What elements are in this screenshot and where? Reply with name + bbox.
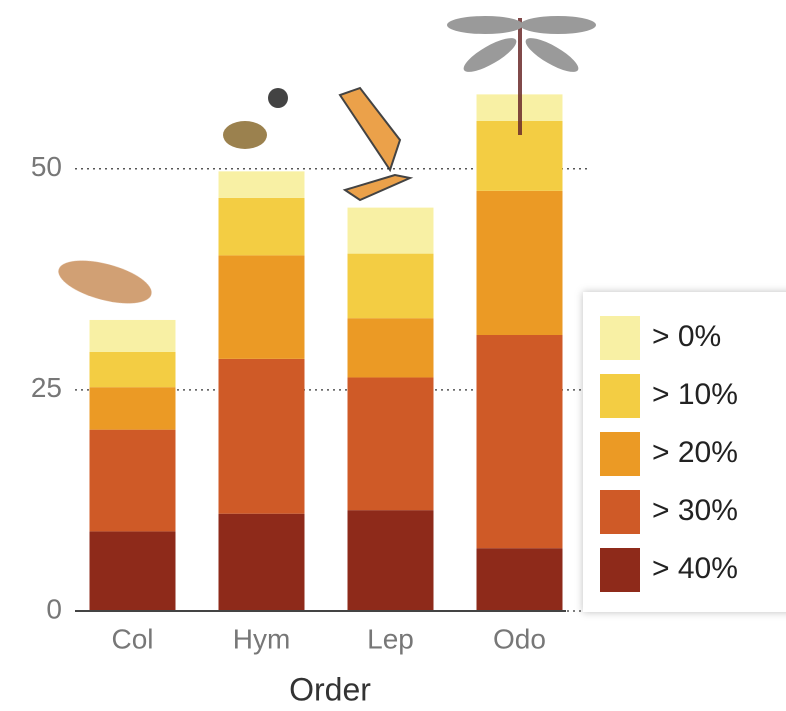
bar-segment <box>476 335 563 549</box>
bar-segment <box>218 513 305 611</box>
bar-segment <box>347 318 434 378</box>
bar-segment <box>218 171 305 198</box>
bar-segment <box>476 190 563 335</box>
y-tick-label: 25 <box>31 372 62 403</box>
bar-segment <box>218 255 305 359</box>
bar-segment <box>476 548 563 611</box>
y-tick-label: 50 <box>31 151 62 182</box>
bar-segment <box>347 510 434 611</box>
legend-label: > 0% <box>652 320 721 353</box>
legend: > 40% > 30% > 20% > 10% > 0% <box>600 316 738 592</box>
legend-swatch <box>600 374 640 418</box>
legend-label: > 40% <box>652 552 738 585</box>
x-tick-label: Hym <box>233 623 291 654</box>
bar-segment <box>347 377 434 511</box>
bar-segment <box>347 207 434 254</box>
bar-segment <box>89 531 176 611</box>
bar-segment <box>347 253 434 319</box>
bars <box>89 94 563 611</box>
bar-segment <box>218 358 305 514</box>
x-axis-title: Order <box>289 671 371 707</box>
insect-icons <box>58 16 596 304</box>
x-tick-label: Lep <box>367 623 414 654</box>
legend-swatch <box>600 432 640 476</box>
x-tick-label: Col <box>111 623 153 654</box>
legend-label: > 10% <box>652 378 738 411</box>
bar-segment <box>89 319 176 352</box>
y-tick-label: 0 <box>46 593 62 624</box>
bar-segment <box>89 429 176 532</box>
legend-swatch <box>600 490 640 534</box>
legend-swatch <box>600 316 640 360</box>
legend-label: > 30% <box>652 494 738 527</box>
legend-swatch <box>600 548 640 592</box>
bar-segment <box>89 387 176 430</box>
legend-label: > 20% <box>652 436 738 469</box>
bar-segment <box>218 197 305 256</box>
x-tick-label: Odo <box>493 623 546 654</box>
bar-segment <box>89 351 176 388</box>
